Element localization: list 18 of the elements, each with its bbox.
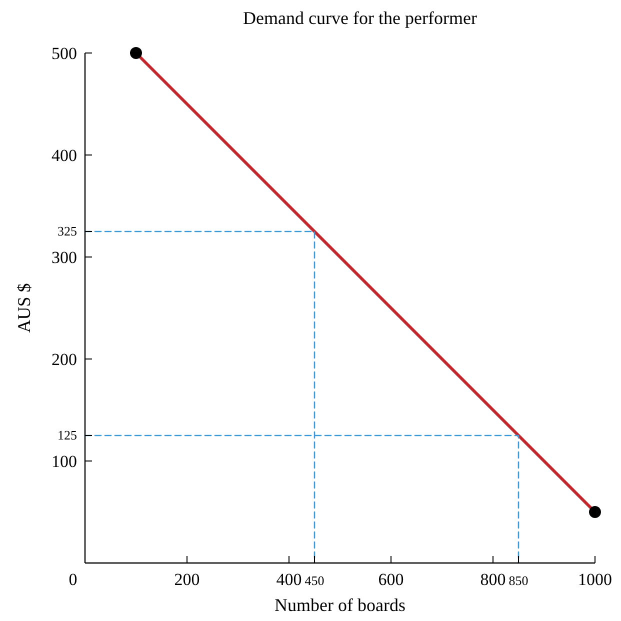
x-tick-label: 400 <box>276 570 302 589</box>
chart-title: Demand curve for the performer <box>243 8 477 28</box>
y-tick-label: 300 <box>52 248 77 267</box>
y-axis-title: AUS $ <box>14 283 34 333</box>
y-tick-label: 325 <box>58 224 77 238</box>
y-tick-label: 200 <box>52 350 77 369</box>
x-axis-title: Number of boards <box>274 595 406 615</box>
x-tick-label: 0 <box>68 570 78 589</box>
y-tick-label: 400 <box>52 146 77 165</box>
y-tick-label: 100 <box>52 452 77 471</box>
x-tick-label: 850 <box>508 573 528 588</box>
x-tick-label: 200 <box>174 570 200 589</box>
x-tick-label: 800 <box>480 570 506 589</box>
y-tick-label: 125 <box>58 428 77 442</box>
x-tick-label: 600 <box>378 570 404 589</box>
y-tick-label: 500 <box>52 44 77 63</box>
x-tick-label: 450 <box>304 573 324 588</box>
x-tick-label: 1000 <box>578 570 612 589</box>
